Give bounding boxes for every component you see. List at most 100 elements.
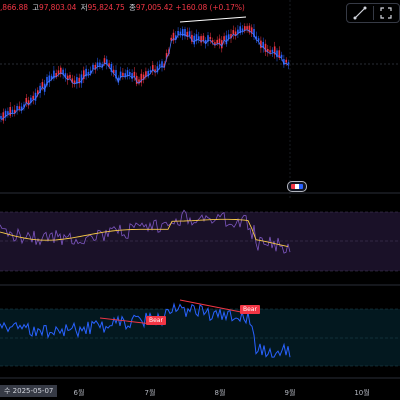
candle-body xyxy=(18,106,21,109)
candle-body xyxy=(110,64,113,72)
candle-body xyxy=(207,35,209,42)
candle-body xyxy=(55,73,57,77)
candle-body xyxy=(83,70,85,80)
candle-body xyxy=(278,50,281,58)
candle-body xyxy=(204,40,207,44)
candle-body xyxy=(80,74,83,84)
candle-body xyxy=(262,41,264,48)
candle-body xyxy=(94,64,97,70)
candle-body xyxy=(25,98,28,103)
candle-body xyxy=(60,67,62,75)
x-axis-label: 6월 xyxy=(73,389,85,397)
candle-body xyxy=(37,90,39,95)
candle-body xyxy=(2,112,5,121)
candle-body xyxy=(71,78,74,83)
candle-body xyxy=(69,74,71,79)
fullscreen-button[interactable] xyxy=(374,4,400,22)
candle-body xyxy=(255,36,258,40)
candle-body xyxy=(103,58,106,64)
candle-body xyxy=(27,100,30,106)
crosshair-date-label: 수 2025-05-07 xyxy=(0,385,58,397)
candle-body xyxy=(66,75,69,81)
candle-body xyxy=(62,69,64,75)
candle-body xyxy=(0,116,2,119)
candle-body xyxy=(184,29,186,37)
candle-body xyxy=(271,49,274,53)
candle-body xyxy=(57,70,60,75)
candle-body xyxy=(147,70,149,77)
price-chart-pane[interactable] xyxy=(0,0,400,200)
price-trend-line xyxy=(0,29,289,120)
ohlc-legend: ,866.88 고97,803.04 저95,824.75 종97,005.42… xyxy=(0,2,245,13)
candle-body xyxy=(39,85,41,93)
candle-body xyxy=(14,109,16,114)
ohlc-close-label: 종 xyxy=(129,3,136,12)
candle-body xyxy=(41,82,44,89)
candle-body xyxy=(135,75,138,84)
candles xyxy=(0,22,290,124)
candle-body xyxy=(280,54,283,58)
ohlc-close-value: 97,005.42 xyxy=(135,3,174,12)
candle-body xyxy=(161,61,163,68)
candle-body xyxy=(181,29,184,36)
candle-body xyxy=(193,35,195,45)
x-axis-label: 9월 xyxy=(284,389,296,397)
candle-body xyxy=(92,64,94,69)
candle-body xyxy=(96,62,99,67)
candle-body xyxy=(149,70,152,73)
candle-body xyxy=(20,106,23,111)
candle-body xyxy=(260,40,262,49)
bear-badge: Bear xyxy=(146,316,166,325)
candle-body xyxy=(106,59,108,65)
candle-body xyxy=(101,64,103,67)
candle-body xyxy=(273,46,276,55)
fullscreen-icon xyxy=(380,7,392,19)
candle-body xyxy=(237,29,239,34)
x-axis-label: 10월 xyxy=(354,389,370,397)
candle-body xyxy=(234,31,237,36)
candle-body xyxy=(126,70,129,77)
candle-body xyxy=(246,26,248,30)
x-axis-label: 7월 xyxy=(144,389,156,397)
candle-body xyxy=(34,92,37,101)
candle-body xyxy=(32,95,34,100)
candle-body xyxy=(152,65,154,71)
country-flag-marker[interactable] xyxy=(287,181,307,192)
flag-icon xyxy=(291,184,303,189)
candle-body xyxy=(200,36,202,43)
candle-body xyxy=(76,77,78,84)
ohlc-change: +160.08 (+0.17%) xyxy=(175,3,245,12)
candle-body xyxy=(211,40,214,43)
draw-line-button[interactable] xyxy=(347,4,373,22)
candle-body xyxy=(218,38,221,45)
candle-body xyxy=(9,107,11,116)
candle-body xyxy=(239,26,241,34)
ohlc-low-label: 저 xyxy=(80,3,88,12)
candle-body xyxy=(198,36,200,40)
candle-body xyxy=(221,40,223,49)
candle-body xyxy=(225,35,228,45)
candle-body xyxy=(43,83,46,92)
candle-body xyxy=(124,73,126,78)
candle-body xyxy=(214,42,216,45)
candle-body xyxy=(108,63,110,67)
candle-body xyxy=(177,31,179,35)
candle-body xyxy=(133,71,136,77)
ohlc-high-label: 고 xyxy=(32,3,40,12)
candle-body xyxy=(267,49,269,52)
candle-body xyxy=(209,37,212,40)
candle-body xyxy=(48,75,51,83)
bear-badge: Bear xyxy=(240,305,260,314)
candle-body xyxy=(78,77,80,84)
candle-body xyxy=(119,71,122,78)
candle-body xyxy=(227,34,230,39)
candle-body xyxy=(85,68,87,77)
candle-body xyxy=(175,35,177,40)
candle-body xyxy=(23,104,25,108)
candle-body xyxy=(241,28,244,32)
bear-divergence-line xyxy=(99,317,153,325)
rsi-band xyxy=(0,212,400,271)
candle-body xyxy=(145,71,147,77)
price-divergence-line xyxy=(179,16,247,23)
candle-body xyxy=(172,32,175,41)
